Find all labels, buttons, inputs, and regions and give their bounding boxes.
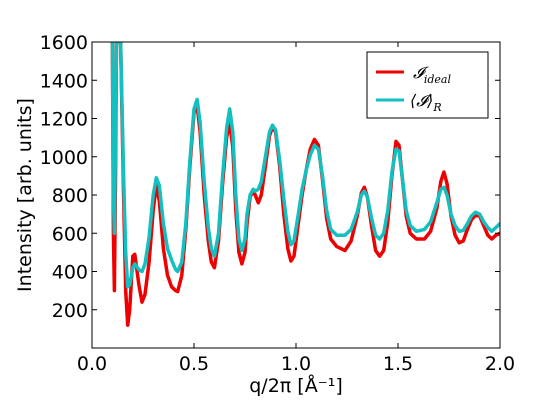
x-tick-label: 1.0 [281,353,311,375]
legend-label-ideal-sub: ideal [424,73,452,86]
x-tick-label: 1.5 [383,353,413,375]
y-tick-label: 1600 [40,32,88,54]
series-line-averaged [110,42,500,289]
legend-label-averaged: ⟨𝓘⟩R [410,91,442,114]
y-tick-label: 1000 [40,147,88,169]
x-tick-label: 0.0 [77,353,107,375]
legend-box [366,51,489,119]
x-tick-label: 2.0 [485,353,515,375]
y-tick-label: 800 [52,185,88,207]
y-axis-label: Intensity [arb. units] [14,98,36,292]
y-tick-label: 200 [52,300,88,322]
x-axis-label: q/2π [Å⁻¹] [249,374,343,397]
x-tick-label: 0.5 [179,353,209,375]
y-tick-label: 1200 [40,109,88,131]
legend: 𝓘ideal ⟨𝓘⟩R [366,51,489,119]
x-axis: 0.0 0.5 1.0 1.5 2.0 [77,42,515,375]
legend-label-averaged-main: ⟨𝓘⟩ [410,91,433,110]
y-tick-label: 400 [52,262,88,284]
y-tick-label: 600 [52,223,88,245]
series-layer [110,42,500,327]
y-tick-label: 1400 [40,70,88,92]
legend-label-averaged-sub: R [432,101,441,114]
y-axis: 200 400 600 800 1000 1200 1400 1600 [40,32,500,322]
